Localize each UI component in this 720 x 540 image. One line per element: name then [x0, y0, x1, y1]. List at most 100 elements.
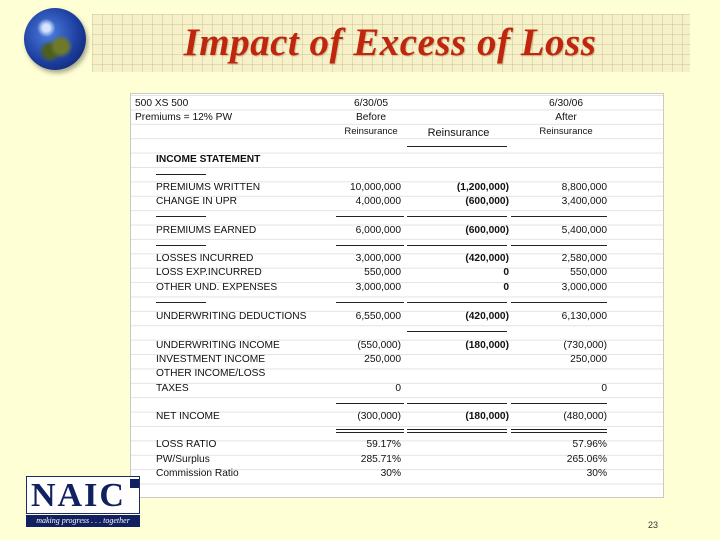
- rule-line: [156, 302, 206, 303]
- row-label: OTHER INCOME/LOSS: [156, 368, 266, 379]
- reinsurance-value: 0: [503, 282, 509, 293]
- reinsurance-value: (600,000): [465, 225, 509, 236]
- naic-logo: NAIC making progress . . . together: [26, 476, 140, 528]
- rule-line: [336, 216, 404, 217]
- after-reinsurance-label: Reinsurance: [539, 126, 593, 137]
- globe-icon: [24, 8, 86, 70]
- double-rule: [511, 429, 607, 433]
- rule-line: [407, 146, 507, 147]
- reinsurance-value: (420,000): [465, 253, 509, 264]
- table-row: OTHER INCOME/LOSS: [131, 367, 663, 381]
- reinsurance-value: (180,000): [465, 411, 509, 422]
- table-row: LOSS EXP.INCURRED 550,000 0 550,000: [131, 266, 663, 280]
- after-value: 550,000: [570, 267, 607, 278]
- after-value: 30%: [586, 468, 607, 479]
- row-label: INVESTMENT INCOME: [156, 354, 266, 365]
- table-row: UNDERWRITING INCOME (550,000) (180,000) …: [131, 339, 663, 353]
- rule-line: [156, 174, 206, 175]
- row-label: OTHER UND. EXPENSES: [156, 282, 278, 293]
- table-row: LOSS RATIO 59.17% 57.96%: [131, 438, 663, 452]
- rule-line: [407, 403, 507, 404]
- table-row: OTHER UND. EXPENSES 3,000,000 0 3,000,00…: [131, 281, 663, 295]
- after-value: 3,400,000: [561, 196, 607, 207]
- rule-row: [131, 396, 663, 410]
- before-value: 0: [395, 383, 401, 394]
- before-value: (550,000): [357, 340, 401, 351]
- before-value: 10,000,000: [350, 182, 401, 193]
- row-label: Commission Ratio: [156, 468, 239, 479]
- table-row: NET INCOME (300,000) (180,000) (480,000): [131, 410, 663, 424]
- row-label: PREMIUMS WRITTEN: [156, 182, 261, 193]
- rule-line: [336, 302, 404, 303]
- after-value: 2,580,000: [561, 253, 607, 264]
- after-value: 265.06%: [566, 454, 607, 465]
- income-statement-sheet: 500 XS 500 6/30/05 6/30/06 Premiums = 12…: [130, 93, 664, 498]
- logo-text: NAIC: [31, 477, 126, 514]
- after-value: (480,000): [563, 411, 607, 422]
- rule-line: [336, 403, 404, 404]
- logo-square-icon: [130, 479, 139, 488]
- logo-tagline: making progress . . . together: [26, 515, 140, 527]
- before-value: 59.17%: [366, 439, 401, 450]
- table-row: TAXES 0 0: [131, 382, 663, 396]
- after-value: 6,130,000: [561, 311, 607, 322]
- row-label: UNDERWRITING DEDUCTIONS: [156, 311, 307, 322]
- rule-row: [131, 424, 663, 438]
- header-row-2: Premiums = 12% PW Before After: [131, 111, 663, 125]
- reinsurance-value: (420,000): [465, 311, 509, 322]
- rule-line: [407, 302, 507, 303]
- rule-line: [511, 216, 607, 217]
- row-label: LOSSES INCURRED: [156, 253, 254, 264]
- before-reinsurance-label: Reinsurance: [344, 126, 398, 137]
- row-label: UNDERWRITING INCOME: [156, 340, 280, 351]
- row-label: TAXES: [156, 383, 189, 394]
- before-value: 4,000,000: [355, 196, 401, 207]
- section-header: INCOME STATEMENT: [156, 154, 261, 165]
- before-value: (300,000): [357, 411, 401, 422]
- header-row-1: 500 XS 500 6/30/05 6/30/06: [131, 97, 663, 111]
- rule-row: [131, 167, 663, 181]
- table-row: LOSSES INCURRED 3,000,000 (420,000) 2,58…: [131, 252, 663, 266]
- after-value: 57.96%: [572, 439, 607, 450]
- date-before: 6/30/05: [354, 98, 388, 109]
- row-label: NET INCOME: [156, 411, 220, 422]
- slide-title: Impact of Excess of Loss: [183, 21, 597, 64]
- rule-row: [131, 324, 663, 338]
- table-row: CHANGE IN UPR 4,000,000 (600,000) 3,400,…: [131, 195, 663, 209]
- rule-line: [336, 245, 404, 246]
- rule-line: [156, 245, 206, 246]
- row-label: PREMIUMS EARNED: [156, 225, 257, 236]
- rule-line: [407, 331, 507, 332]
- rule-row: [131, 209, 663, 223]
- row-label: LOSS RATIO: [156, 439, 217, 450]
- double-rule: [336, 429, 404, 433]
- after-value: 8,800,000: [561, 182, 607, 193]
- after-value: 5,400,000: [561, 225, 607, 236]
- logo-box: NAIC: [26, 476, 140, 514]
- reinsurance-column-header: Reinsurance: [427, 127, 490, 139]
- rule-row: [131, 295, 663, 309]
- reinsurance-value: (180,000): [465, 340, 509, 351]
- rule-line: [407, 245, 507, 246]
- before-value: 250,000: [364, 354, 401, 365]
- before-value: 6,550,000: [355, 311, 401, 322]
- before-value: 285.71%: [360, 454, 401, 465]
- before-value: 3,000,000: [355, 253, 401, 264]
- date-after: 6/30/06: [549, 98, 583, 109]
- rule-line: [511, 403, 607, 404]
- before-value: 6,000,000: [355, 225, 401, 236]
- rule-line: [156, 216, 206, 217]
- before-value: 30%: [380, 468, 401, 479]
- rule-row: [131, 139, 663, 153]
- after-value: 250,000: [570, 354, 607, 365]
- page-number: 23: [647, 520, 658, 530]
- row-label: CHANGE IN UPR: [156, 196, 237, 207]
- header-row-3: Reinsurance Reinsurance Reinsurance: [131, 125, 663, 139]
- reinsurance-value: (600,000): [465, 196, 509, 207]
- premiums-note: Premiums = 12% PW: [135, 112, 233, 123]
- layer-label: 500 XS 500: [135, 98, 189, 109]
- before-value: 3,000,000: [355, 282, 401, 293]
- rule-line: [407, 216, 507, 217]
- after-label: After: [555, 112, 577, 123]
- rule-line: [511, 245, 607, 246]
